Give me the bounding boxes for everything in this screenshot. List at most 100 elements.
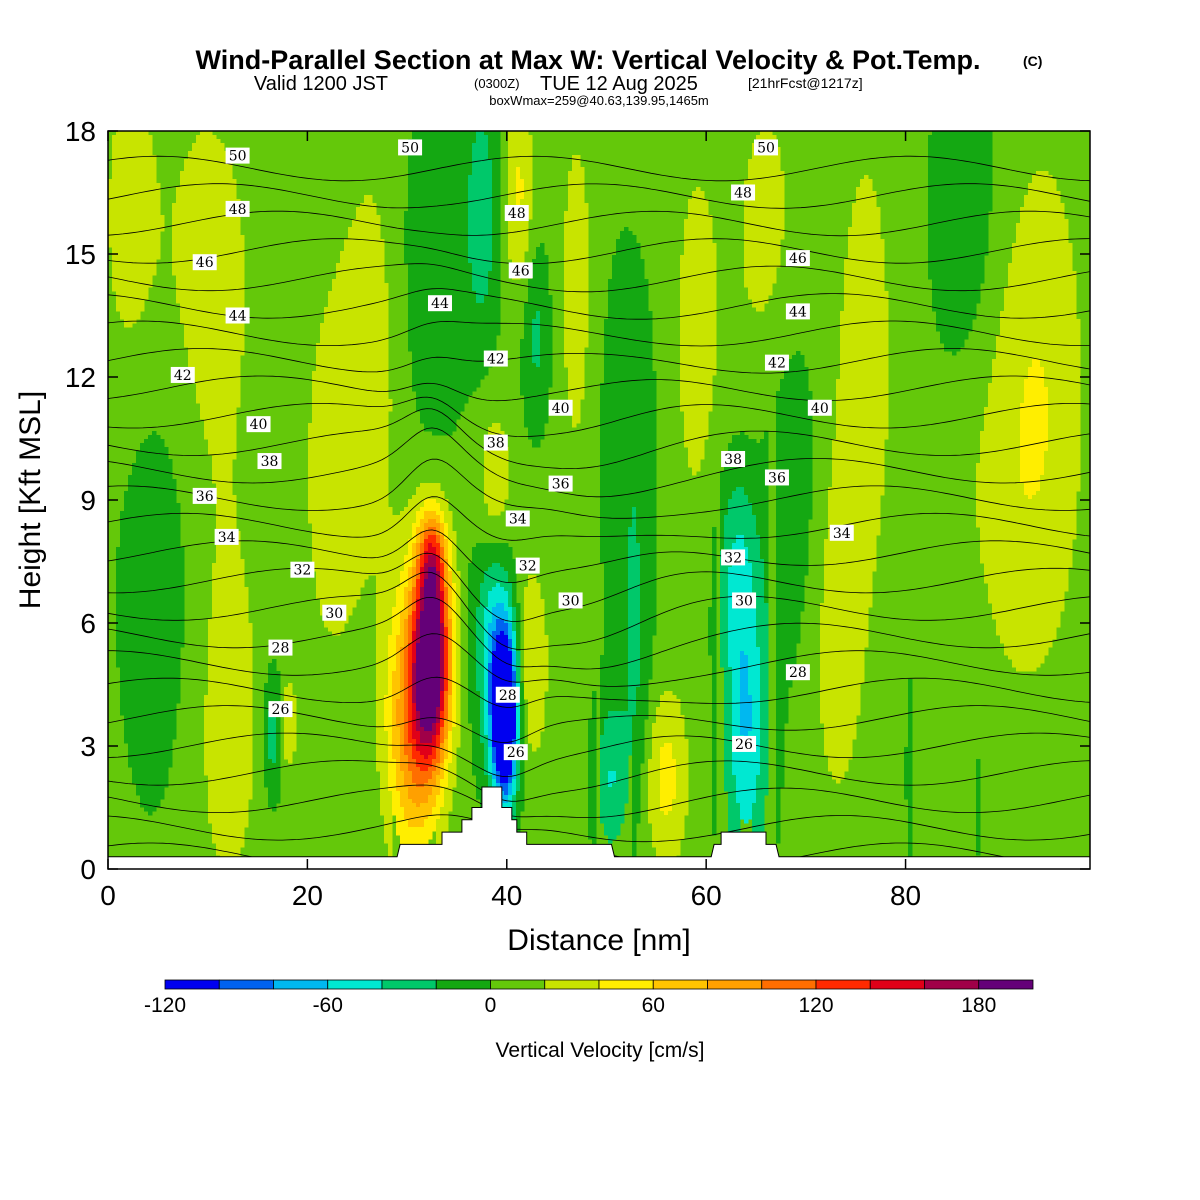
field-cell: [776, 147, 781, 268]
field-cell: [396, 791, 401, 836]
field-cell: [508, 623, 513, 640]
field-cell: [524, 587, 529, 700]
field-cell: [428, 535, 433, 544]
field-cell: [488, 543, 493, 568]
field-cell: [416, 751, 421, 768]
field-cell: [988, 131, 993, 212]
field-cell: [536, 583, 541, 748]
field-cell: [412, 543, 417, 568]
field-cell: [360, 203, 365, 588]
field-cell: [420, 755, 425, 772]
field-cell: [428, 511, 433, 520]
field-cell: [404, 819, 409, 852]
field-cell: [680, 715, 685, 840]
field-cell: [660, 747, 665, 812]
field-cell: [372, 203, 377, 576]
field-cell: [416, 599, 421, 620]
contour-label-text: 30: [325, 606, 343, 622]
field-cell: [316, 343, 321, 600]
theta-contour-line: [108, 571, 1090, 650]
colorbar-tick-label: 180: [961, 994, 996, 1017]
theta-contour-line: [108, 552, 1090, 622]
contour-label-text: 50: [757, 140, 775, 156]
field-cell: [408, 799, 413, 828]
field-cell: [444, 759, 449, 788]
field-cell: [444, 587, 449, 628]
field-cell: [1072, 271, 1077, 540]
colorbar-tick-label: -60: [313, 994, 343, 1017]
contour-label-text: 40: [811, 401, 829, 417]
field-cell: [720, 471, 725, 552]
field-cell: [436, 735, 441, 748]
field-cell: [292, 695, 297, 752]
field-cell: [496, 563, 501, 584]
contour-label: 32: [721, 549, 746, 566]
field-cell: [424, 551, 429, 564]
field-cell: [756, 775, 761, 856]
contour-label-box: [721, 549, 746, 566]
field-cell: [376, 215, 381, 772]
contour-label-box: [785, 250, 810, 267]
field-cell: [672, 799, 677, 864]
field-cell: [756, 443, 761, 536]
field-cell: [504, 543, 509, 572]
field-cell: [776, 391, 781, 844]
field-cell: [1000, 311, 1005, 644]
field-cell: [608, 279, 613, 712]
field-cell: [748, 503, 753, 564]
field-cell: [440, 623, 445, 692]
field-cell: [424, 771, 429, 784]
field-cell: [432, 511, 437, 520]
contour-label: 34: [214, 528, 239, 546]
field-cell: [492, 651, 497, 748]
field-cell: [416, 559, 421, 580]
field-cell: [688, 199, 693, 468]
field-cell: [1008, 263, 1013, 660]
y-tick-label: 15: [65, 239, 96, 270]
field-cell: [536, 311, 541, 368]
field-cell: [380, 239, 385, 816]
field-cell: [436, 483, 441, 504]
field-cell: [600, 735, 605, 824]
field-cell: [952, 131, 957, 356]
field-cell: [512, 607, 517, 632]
field-cell: [444, 523, 449, 540]
field-cell: [756, 135, 761, 312]
field-cell: [284, 687, 289, 760]
field-cell: [448, 539, 453, 572]
field-cell: [452, 131, 457, 432]
field-cell: [652, 371, 657, 636]
contour-label: 40: [246, 416, 271, 433]
field-cell: [416, 767, 421, 788]
contour-label: 38: [257, 453, 282, 470]
field-cell: [532, 259, 537, 320]
field-cell: [444, 627, 449, 692]
field-cell: [976, 131, 981, 304]
field-cell: [492, 563, 497, 588]
field-cell: [624, 711, 629, 804]
field-cell: [432, 723, 437, 736]
contour-label-box: [246, 416, 271, 433]
field-cell: [388, 507, 393, 636]
field-cell: [404, 619, 409, 648]
field-cell: [320, 323, 325, 616]
field-cell: [804, 367, 809, 576]
field-cell: [484, 135, 489, 296]
contour-label-box: [503, 744, 528, 761]
field-cell: [496, 423, 501, 516]
theta-contour-line: [108, 427, 1090, 498]
contour-label-box: [225, 307, 250, 324]
field-cell: [672, 695, 677, 760]
field-cell: [984, 407, 989, 584]
field-cell: [536, 247, 541, 312]
contour-label-text: 28: [789, 665, 807, 681]
colorbar-swatch: [652, 979, 708, 990]
field-cell: [992, 359, 997, 620]
field-cell: [412, 827, 417, 860]
contour-label-box: [322, 604, 347, 621]
field-cell: [976, 759, 981, 856]
field-cell: [584, 203, 589, 348]
field-cell: [384, 283, 389, 696]
field-cell: [440, 591, 445, 624]
field-cell: [516, 791, 521, 844]
